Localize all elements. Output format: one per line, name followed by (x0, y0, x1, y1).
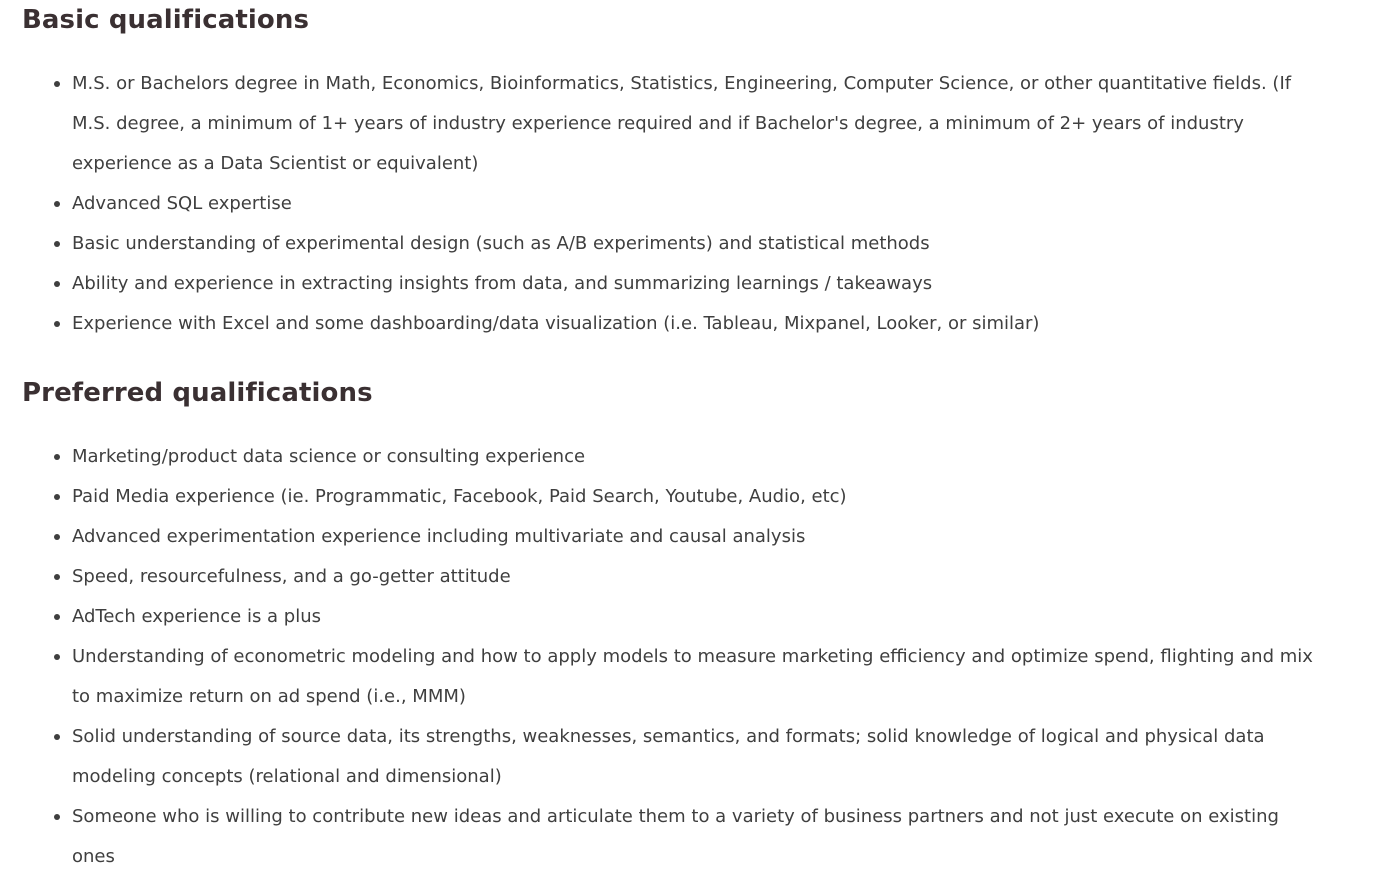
list-item: Marketing/product data science or consul… (22, 437, 1322, 477)
list-item-text: Advanced SQL expertise (72, 193, 292, 214)
bullet-icon (54, 814, 60, 820)
bullet-icon (54, 201, 60, 207)
list-item: Ability and experience in extracting ins… (22, 264, 1322, 304)
list-item: Experience with Excel and some dashboard… (22, 304, 1322, 344)
list-item-text: AdTech experience is a plus (72, 606, 322, 627)
list-item-text: Speed, resourcefulness, and a go-getter … (72, 566, 511, 587)
list-item: Solid understanding of source data, its … (22, 717, 1322, 797)
bullet-icon (54, 454, 60, 460)
list-item-text: Someone who is willing to contribute new… (72, 806, 1279, 867)
list-item: Someone who is willing to contribute new… (22, 797, 1322, 877)
list-item-text: M.S. or Bachelors degree in Math, Econom… (72, 73, 1292, 174)
list-item-text: Solid understanding of source data, its … (72, 726, 1265, 787)
list-item-text: Advanced experimentation experience incl… (72, 526, 806, 547)
bullet-icon (54, 81, 60, 87)
list-item: Advanced SQL expertise (22, 184, 1322, 224)
bullet-icon (54, 574, 60, 580)
list-item-text: Experience with Excel and some dashboard… (72, 313, 1040, 334)
list-item: AdTech experience is a plus (22, 597, 1322, 637)
list-item-text: Basic understanding of experimental desi… (72, 233, 930, 254)
list-item: Speed, resourcefulness, and a go-getter … (22, 557, 1322, 597)
list-item-text: Paid Media experience (ie. Programmatic,… (72, 486, 847, 507)
bullet-icon (54, 494, 60, 500)
list-item: Basic understanding of experimental desi… (22, 224, 1322, 264)
bullet-icon (54, 734, 60, 740)
basic-qualifications-heading: Basic qualifications (22, 5, 310, 35)
bullet-icon (54, 534, 60, 540)
bullet-icon (54, 654, 60, 660)
preferred-qualifications-heading: Preferred qualifications (22, 378, 373, 408)
basic-qualifications-list: M.S. or Bachelors degree in Math, Econom… (22, 64, 1322, 344)
list-item-text: Marketing/product data science or consul… (72, 446, 586, 467)
bullet-icon (54, 321, 60, 327)
list-item: Advanced experimentation experience incl… (22, 517, 1322, 557)
preferred-qualifications-list: Marketing/product data science or consul… (22, 437, 1322, 877)
bullet-icon (54, 241, 60, 247)
bullet-icon (54, 281, 60, 287)
list-item-text: Ability and experience in extracting ins… (72, 273, 933, 294)
list-item-text: Understanding of econometric modeling an… (72, 646, 1313, 707)
list-item: Understanding of econometric modeling an… (22, 637, 1322, 717)
list-item: Paid Media experience (ie. Programmatic,… (22, 477, 1322, 517)
list-item: M.S. or Bachelors degree in Math, Econom… (22, 64, 1322, 184)
bullet-icon (54, 614, 60, 620)
qualifications-page: Basic qualifications M.S. or Bachelors d… (22, 0, 1322, 877)
